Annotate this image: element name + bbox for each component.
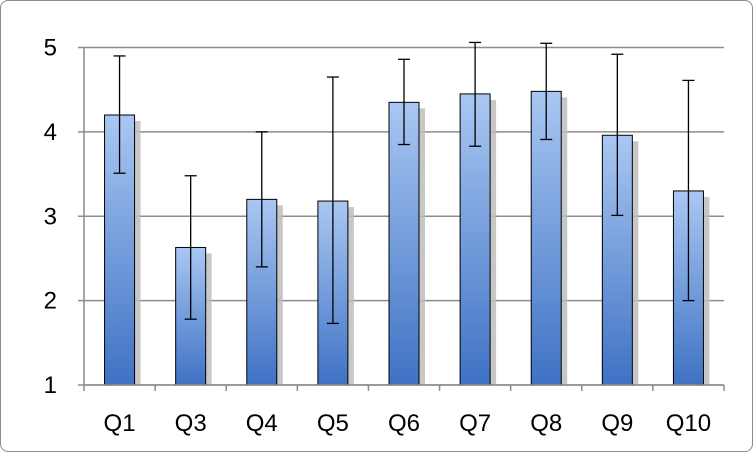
category-label: Q1 (104, 410, 136, 437)
category-label: Q5 (317, 410, 349, 437)
category-labels: Q1 Q3 Q4 Q5 Q6 Q7 Q8 Q9 Q10 (104, 410, 712, 437)
y-tick-label: 4 (44, 119, 57, 146)
bar (388, 101, 420, 386)
y-tick-label: 2 (44, 288, 57, 315)
y-tick-label: 1 (44, 372, 57, 399)
category-label: Q4 (246, 410, 278, 437)
y-tick-label: 5 (44, 35, 57, 62)
y-tick-labels: 1 2 3 4 5 (44, 35, 57, 400)
category-label: Q6 (388, 410, 420, 437)
category-label: Q8 (530, 410, 562, 437)
bar (530, 90, 562, 386)
axes (78, 46, 725, 391)
category-label: Q9 (601, 410, 633, 437)
category-label: Q10 (666, 410, 711, 437)
category-label: Q3 (175, 410, 207, 437)
category-label: Q7 (459, 410, 491, 437)
y-tick-label: 3 (44, 203, 57, 230)
error-bars (113, 41, 695, 325)
